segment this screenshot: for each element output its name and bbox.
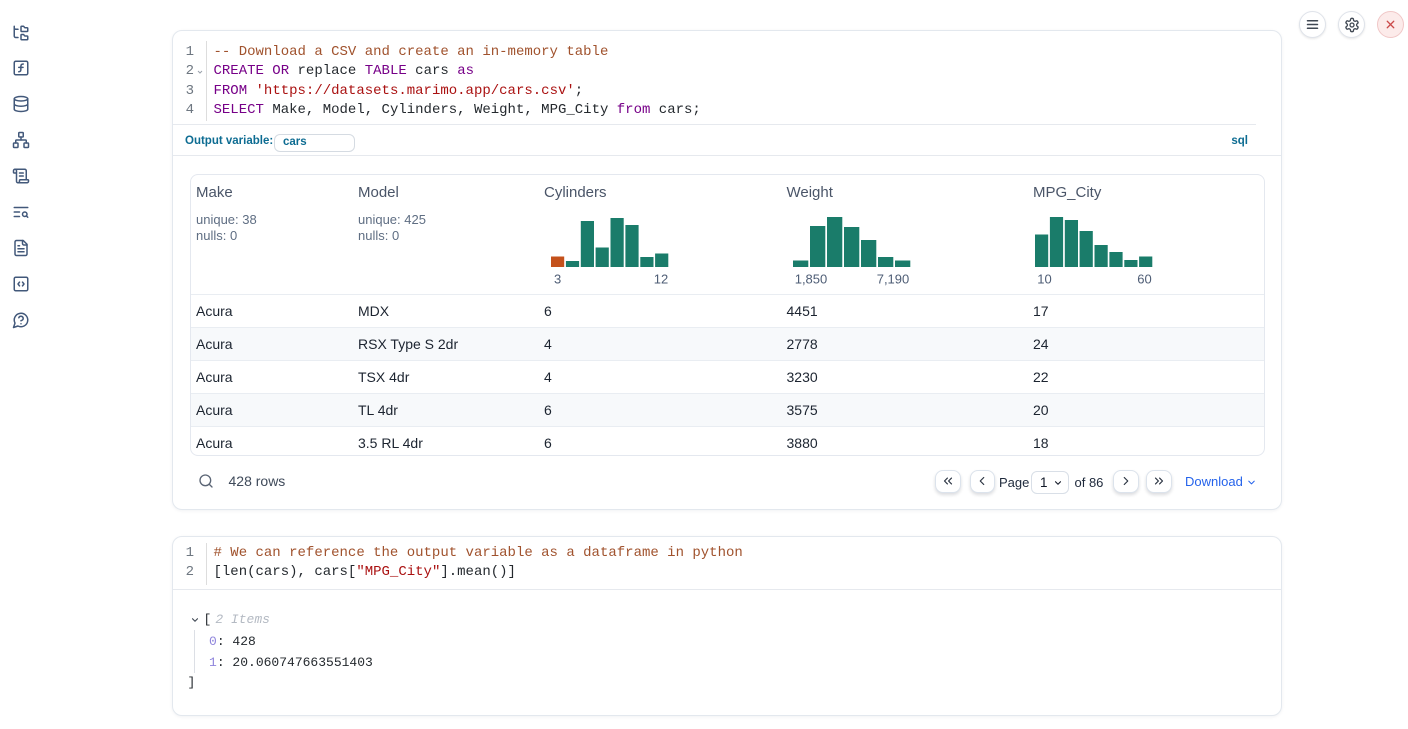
svg-text:3: 3 xyxy=(554,272,561,287)
svg-text:7,190: 7,190 xyxy=(877,272,910,287)
svg-text:10: 10 xyxy=(1037,272,1051,287)
svg-text:12: 12 xyxy=(654,272,668,287)
svg-text:60: 60 xyxy=(1137,272,1151,287)
svg-text:1,850: 1,850 xyxy=(795,272,828,287)
